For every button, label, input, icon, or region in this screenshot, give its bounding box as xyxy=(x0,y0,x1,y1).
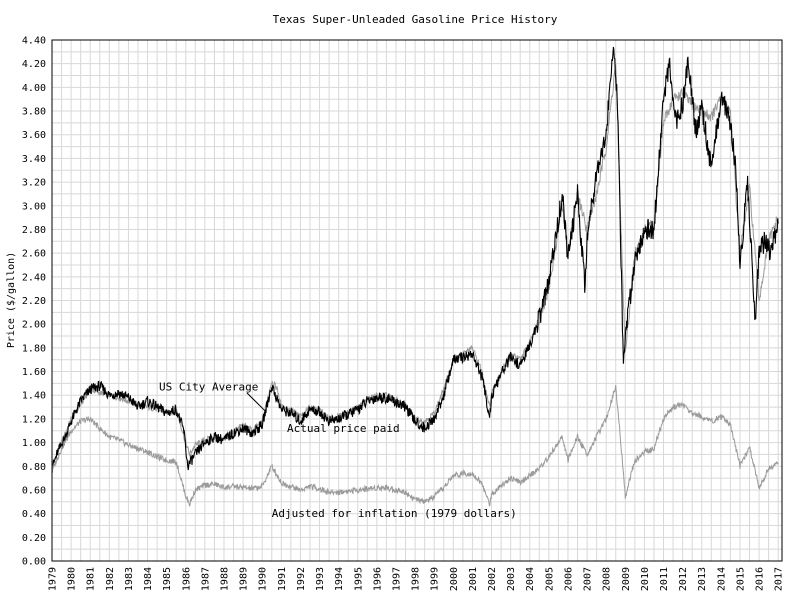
y-tick-label: 2.80 xyxy=(22,225,46,236)
y-tick-label: 1.40 xyxy=(22,391,46,402)
x-tick-label: 2003 xyxy=(506,567,517,591)
chart-title: Texas Super-Unleaded Gasoline Price Hist… xyxy=(273,13,558,26)
y-tick-label: 1.80 xyxy=(22,343,46,354)
x-tick-label: 2005 xyxy=(544,567,555,591)
x-tick-label: 1988 xyxy=(219,567,230,591)
y-tick-label: 1.60 xyxy=(22,367,46,378)
y-tick-label: 4.20 xyxy=(22,59,46,70)
y-tick-label: 0.20 xyxy=(22,533,46,544)
y-tick-label: 0.80 xyxy=(22,462,46,473)
x-tick-label: 2002 xyxy=(487,567,498,591)
y-axis-ticks: 0.00 0.20 0.40 0.60 0.80 1.00 1.20 1.40 1.60 1.80… xyxy=(22,36,46,568)
x-tick-label: 1983 xyxy=(124,567,135,591)
y-tick-label: 3.40 xyxy=(22,154,46,165)
series-annotation: Actual price paid xyxy=(287,422,400,435)
x-tick-label: 1990 xyxy=(258,567,269,591)
x-tick-label: 1991 xyxy=(277,567,288,591)
gridlines xyxy=(51,39,782,562)
x-tick-label: 1997 xyxy=(391,567,402,591)
x-tick-label: 1995 xyxy=(353,567,364,591)
series-annotation: US City Average xyxy=(159,380,258,393)
y-tick-label: 0.40 xyxy=(22,509,46,520)
x-tick-label: 2014 xyxy=(716,567,727,591)
actual-price-line xyxy=(51,46,779,474)
x-tick-label: 2012 xyxy=(678,567,689,591)
annotation-pointer xyxy=(246,392,267,413)
x-tick-label: 2011 xyxy=(659,567,670,591)
x-tick-label: 2010 xyxy=(640,567,651,591)
y-tick-label: 3.20 xyxy=(22,178,46,189)
x-tick-label: 1984 xyxy=(143,567,154,591)
x-tick-label: 1994 xyxy=(334,567,345,591)
x-tick-label: 2004 xyxy=(525,567,536,591)
x-tick-label: 2008 xyxy=(602,567,613,591)
y-tick-label: 1.00 xyxy=(22,438,46,449)
x-tick-label: 2006 xyxy=(563,567,574,591)
x-tick-label: 1986 xyxy=(181,567,192,591)
x-tick-label: 1982 xyxy=(105,567,116,591)
y-tick-label: 2.40 xyxy=(22,272,46,283)
x-tick-label: 1989 xyxy=(239,567,250,591)
x-tick-label: 2007 xyxy=(583,567,594,591)
x-tick-label: 2013 xyxy=(697,567,708,591)
x-tick-label: 2015 xyxy=(735,567,746,591)
y-tick-label: 0.60 xyxy=(22,485,46,496)
annotations: US City Average Actual price paid Adjusted… xyxy=(159,380,517,520)
y-tick-label: 1.20 xyxy=(22,414,46,425)
x-tick-label: 1980 xyxy=(67,567,78,591)
series-annotation: Adjusted for inflation (1979 dollars) xyxy=(272,507,517,520)
x-tick-label: 1993 xyxy=(315,567,326,591)
y-tick-label: 2.20 xyxy=(22,296,46,307)
x-axis-ticks: 1979 1980 1981 1982 1983 1984 1985 1986 1987 1988… xyxy=(48,567,785,591)
series-layer xyxy=(51,46,779,507)
x-tick-label: 1992 xyxy=(296,567,307,591)
x-tick-label: 1998 xyxy=(411,567,422,591)
plot-frame xyxy=(51,39,783,562)
x-tick-label: 1999 xyxy=(430,567,441,591)
y-tick-label: 0.00 xyxy=(22,557,46,568)
x-tick-label: 1979 xyxy=(48,567,59,591)
x-tick-label: 2000 xyxy=(449,567,460,591)
y-tick-label: 3.00 xyxy=(22,201,46,212)
x-tick-label: 1985 xyxy=(162,567,173,591)
x-tick-label: 2001 xyxy=(468,567,479,591)
x-tick-label: 1996 xyxy=(372,567,383,591)
y-tick-label: 2.00 xyxy=(22,320,46,331)
y-axis-label: Price ($/gallon) xyxy=(6,252,17,348)
x-tick-label: 1981 xyxy=(86,567,97,591)
y-tick-label: 4.40 xyxy=(22,36,46,47)
y-tick-label: 3.80 xyxy=(22,107,46,118)
x-tick-label: 2017 xyxy=(774,567,785,591)
y-tick-label: 3.60 xyxy=(22,130,46,141)
y-tick-label: 2.60 xyxy=(22,249,46,260)
inflation-adjusted-line xyxy=(51,384,779,507)
x-tick-label: 2009 xyxy=(621,567,632,591)
y-tick-label: 4.00 xyxy=(22,83,46,94)
x-tick-label: 2016 xyxy=(755,567,766,591)
x-tick-label: 1987 xyxy=(200,567,211,591)
